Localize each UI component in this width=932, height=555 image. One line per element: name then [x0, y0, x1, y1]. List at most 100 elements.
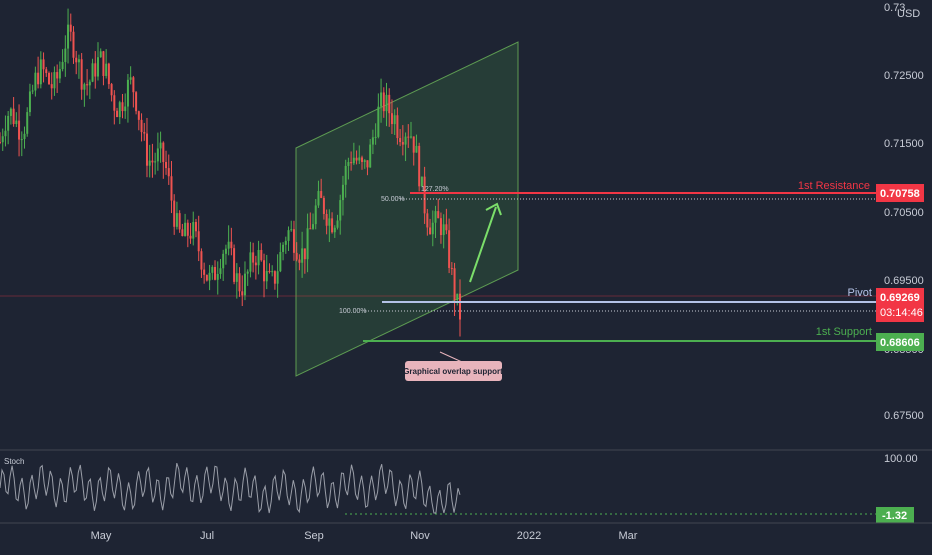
candle-body [99, 51, 102, 58]
candle-body [23, 133, 26, 140]
candle-body [431, 222, 434, 235]
candle-body [216, 273, 219, 280]
candle-body [276, 271, 279, 284]
candle-body [184, 222, 187, 237]
ascending-channel[interactable] [295, 41, 519, 377]
candle-body [167, 168, 170, 177]
candle-body [20, 139, 23, 141]
candle-body [151, 160, 154, 163]
fib-127-label: 127.20% [421, 186, 449, 193]
candle-body [303, 248, 306, 260]
candle-body [197, 231, 200, 252]
candle-body [113, 95, 116, 111]
candle-body [230, 241, 233, 249]
candle-body [450, 267, 453, 269]
y-tick-label: 0.70500 [884, 207, 924, 219]
candle-body [434, 211, 437, 223]
candle-body [336, 220, 339, 228]
x-tick-label: Mar [619, 530, 638, 542]
candle-body [162, 142, 165, 162]
candle-body [107, 63, 110, 85]
candle-body [388, 94, 391, 114]
candle-body [312, 224, 315, 229]
candle-body [143, 132, 146, 134]
candle-body [235, 273, 238, 282]
candle-body [224, 248, 227, 254]
candle-body [333, 227, 336, 233]
candle-body [396, 115, 399, 139]
stochastic-pane[interactable]: Stoch 100.00 -1.32 [0, 453, 918, 523]
candle-body [18, 120, 21, 140]
last-price: 0.69269 [880, 292, 920, 304]
candle-body [369, 144, 372, 168]
projection-arrow[interactable] [469, 202, 502, 283]
price-pane[interactable]: 127.20% 50.00% 100.00% 1st Resistance Pi… [0, 0, 876, 450]
candle-body [298, 259, 301, 263]
candle-body [263, 260, 266, 282]
candle-body [148, 160, 151, 166]
y-tick-label: 0.71500 [884, 138, 924, 150]
candle-body [437, 211, 440, 219]
candle-body [173, 200, 176, 227]
candle-body [86, 84, 89, 86]
annotation-text: Graphical overlap support [403, 367, 503, 376]
candle-body [352, 157, 355, 164]
candle-body [363, 160, 366, 162]
candle-body [279, 251, 282, 272]
candle-body [110, 84, 113, 96]
candle-body [145, 133, 148, 166]
candle-body [341, 184, 344, 201]
candle-body [418, 145, 421, 187]
annotation-callout[interactable]: Graphical overlap support [403, 351, 503, 381]
candle-body [126, 79, 129, 107]
candle-body [445, 224, 448, 231]
candle-body [385, 94, 388, 112]
candle-body [175, 213, 178, 227]
candle-body [268, 270, 271, 273]
candle-body [159, 142, 162, 149]
stoch-value-tag [876, 507, 914, 523]
support-price-tag [876, 333, 924, 351]
candle-body [423, 176, 426, 214]
x-tick-label: Jul [200, 530, 214, 542]
candle-body [243, 273, 246, 296]
candle-body [39, 59, 42, 85]
candle-body [227, 241, 230, 249]
candle-body [56, 72, 59, 79]
candle-body [301, 248, 304, 263]
candle-body [393, 115, 396, 125]
candle-body [390, 113, 393, 125]
stoch-title: Stoch [4, 457, 24, 466]
scale-cut-label: 0.73 [884, 2, 905, 14]
candle-body [271, 271, 274, 273]
y-tick-label: 0.67500 [884, 410, 924, 422]
candle-body [273, 271, 276, 284]
candle-body [170, 176, 173, 201]
candle-body [0, 141, 1, 143]
candle-body [328, 218, 331, 226]
price-scale[interactable]: 0.73 USD 0.72500 0.71500 0.70500 0.69500… [876, 0, 932, 450]
candle-body [439, 218, 442, 236]
candle-body [211, 267, 214, 273]
candle-body [165, 161, 168, 169]
candle-body [72, 31, 75, 58]
candle-body [28, 91, 31, 113]
candle-body [265, 270, 268, 282]
candle-body [407, 136, 410, 138]
candle-body [257, 249, 260, 266]
candle-body [254, 262, 257, 266]
x-tick-label: Nov [410, 530, 430, 542]
candle-body [317, 191, 320, 206]
candle-body [325, 213, 328, 226]
pivot-label: Pivot [848, 287, 872, 299]
candle-body [53, 72, 56, 89]
candle-body [344, 165, 347, 185]
candle-body [132, 77, 135, 93]
fib-100-label: 100.00% [339, 308, 367, 315]
candle-body [154, 161, 157, 163]
candle-body [292, 229, 295, 253]
candle-body [83, 84, 86, 90]
time-axis[interactable]: May Jul Sep Nov 2022 Mar [0, 522, 932, 542]
